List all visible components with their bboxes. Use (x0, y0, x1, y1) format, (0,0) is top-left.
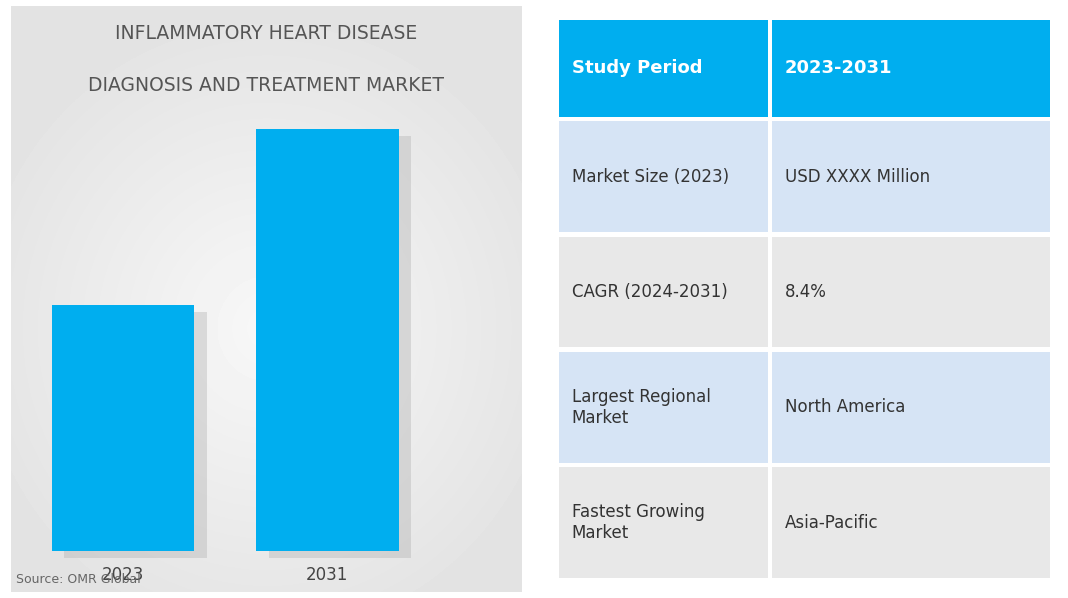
Bar (772, 121, 1050, 232)
Text: DIAGNOSIS AND TREATMENT MARKET: DIAGNOSIS AND TREATMENT MARKET (88, 77, 444, 95)
Bar (255, 129, 398, 551)
Bar (772, 467, 1050, 578)
Bar (559, 20, 768, 117)
Bar (772, 352, 1050, 463)
Bar (51, 305, 194, 551)
Text: Source: OMR Global: Source: OMR Global (16, 573, 141, 586)
Bar (772, 237, 1050, 347)
Text: 2023-2031: 2023-2031 (785, 59, 892, 77)
Text: Market Size (2023): Market Size (2023) (571, 167, 728, 185)
Bar (559, 352, 768, 463)
Text: 2031: 2031 (307, 566, 348, 584)
Bar (559, 121, 768, 232)
Bar (559, 237, 768, 347)
Bar (559, 467, 768, 578)
Text: Fastest Growing
Market: Fastest Growing Market (571, 504, 705, 542)
Text: INFLAMMATORY HEART DISEASE: INFLAMMATORY HEART DISEASE (115, 23, 418, 42)
Text: Asia-Pacific: Asia-Pacific (785, 514, 878, 532)
Bar (268, 136, 411, 558)
Text: USD XXXX Million: USD XXXX Million (785, 167, 930, 185)
Text: CAGR (2024-2031): CAGR (2024-2031) (571, 283, 727, 301)
Text: 8.4%: 8.4% (785, 283, 827, 301)
Text: Largest Regional
Market: Largest Regional Market (571, 388, 710, 427)
Text: Study Period: Study Period (571, 59, 703, 77)
Text: North America: North America (785, 398, 905, 416)
Bar (772, 20, 1050, 117)
Text: 2023: 2023 (101, 566, 144, 584)
Bar (64, 312, 207, 558)
